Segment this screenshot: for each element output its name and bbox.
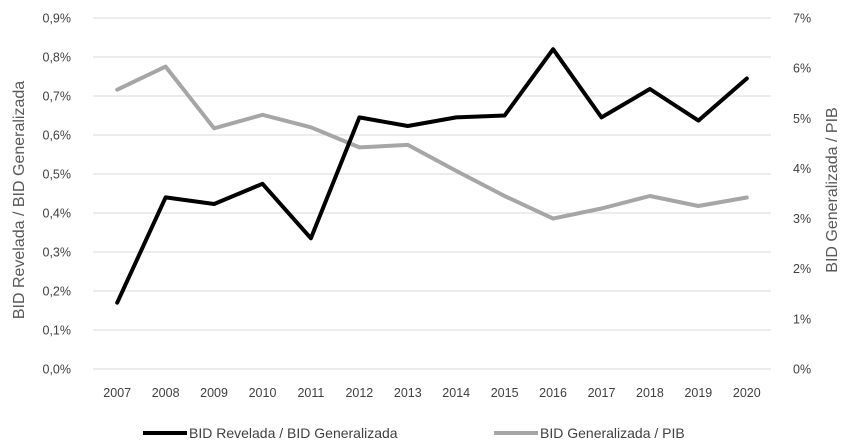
left-tick-label: 0,8% [43,51,72,65]
x-tick-label: 2019 [684,386,712,400]
right-tick-label: 5% [793,112,811,126]
left-axis-ticks: 0,0% 0,1% 0,2% 0,3% 0,4% 0,5% 0,6% 0,7% 0,8% 0,9% [43,12,72,377]
x-tick-label: 2017 [588,386,616,400]
right-tick-label: 2% [793,262,811,276]
x-tick-label: 2008 [152,386,180,400]
x-tick-label: 2009 [200,386,228,400]
right-tick-label: 0% [793,363,811,377]
right-axis-ticks: 0% 1% 2% 3% 4% 5% 6% 7% [793,12,811,377]
left-tick-label: 0,7% [43,90,72,104]
left-tick-label: 0,4% [43,207,72,221]
series-lines [115,47,749,305]
gridlines [93,17,771,370]
left-axis-title: BID Revelada / BID Generalizada [11,81,28,319]
x-tick-label: 2012 [345,386,373,400]
x-tick-label: 2011 [297,386,324,400]
right-tick-label: 4% [793,162,811,176]
left-tick-label: 0,1% [43,324,72,338]
left-tick-label: 0,9% [43,12,72,26]
legend-label-2: BID Generalizada / PIB [540,425,685,441]
legend-label-1: BID Revelada / BID Generalizada [189,425,398,441]
x-tick-label: 2020 [733,386,761,400]
right-axis-title: BID Generalizada / PIB [824,107,841,272]
right-tick-label: 3% [793,212,811,226]
left-tick-label: 0,6% [43,129,72,143]
series-line-bid-revelada [115,47,749,305]
right-tick-label: 7% [793,12,811,26]
x-tick-label: 2007 [103,386,131,400]
right-tick-label: 6% [793,62,811,76]
left-tick-label: 0,5% [43,168,72,182]
left-tick-label: 0,0% [43,363,72,377]
x-tick-label: 2013 [394,386,422,400]
left-tick-label: 0,2% [43,285,72,299]
x-tick-label: 2016 [539,386,567,400]
right-tick-label: 1% [793,312,811,326]
x-tick-label: 2010 [249,386,277,400]
legend: BID Revelada / BID Generalizada BID Gene… [143,425,685,441]
x-tick-label: 2014 [442,386,470,400]
x-tick-label: 2018 [636,386,664,400]
left-tick-label: 0,3% [43,246,72,260]
x-axis-ticks: 2007 2008 2009 2010 2011 2012 2013 2014 2015 2016… [103,386,760,400]
x-tick-label: 2015 [491,386,519,400]
series-line-bid-generalizada-pib [115,64,749,221]
